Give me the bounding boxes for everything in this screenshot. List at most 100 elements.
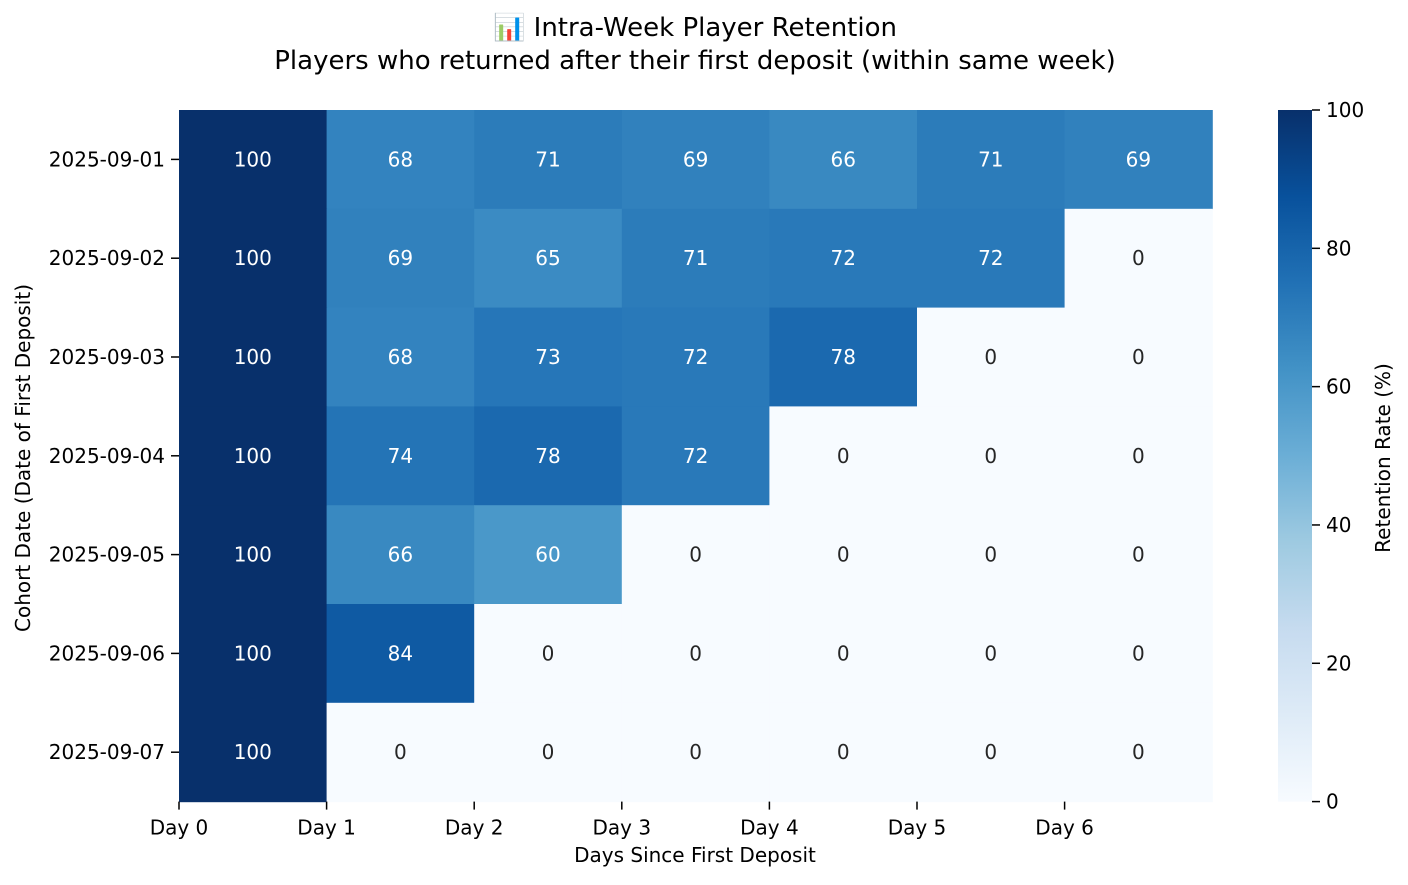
cell-value-label: 68	[388, 345, 413, 369]
colorbar-tick-label: 0	[1326, 790, 1339, 814]
y-tick-label: 2025-09-07	[49, 740, 165, 764]
heatmap-cell	[179, 702, 328, 803]
heatmap-cell	[621, 208, 770, 309]
x-tick-label: Day 5	[888, 816, 947, 840]
heatmap-cell	[179, 406, 328, 506]
cell-value-label: 0	[689, 543, 702, 567]
heatmap-cell	[326, 505, 475, 605]
heatmap-cell	[326, 110, 475, 210]
cell-value-label: 100	[234, 147, 272, 171]
cell-value-label: 71	[978, 147, 1003, 171]
cell-value-label: 0	[984, 444, 997, 468]
heatmap-cell-labels: 100 68 71 69 66 71 69 100 69 65 71 72 72 0 100 68 73 72 78…	[234, 147, 1151, 764]
cell-value-label: 0	[984, 740, 997, 764]
x-tick-label: Day 4	[740, 816, 799, 840]
cell-value-label: 72	[830, 246, 855, 270]
colorbar-tick-label: 80	[1326, 236, 1351, 260]
cell-value-label: 65	[535, 246, 560, 270]
heatmap-cell	[179, 505, 328, 605]
heatmap-cell	[326, 307, 475, 407]
x-tick-label: Day 0	[150, 816, 209, 840]
y-axis-label: Cohort Date (Date of First Deposit)	[11, 284, 35, 632]
cell-value-label: 0	[689, 740, 702, 764]
cell-value-label: 72	[978, 246, 1003, 270]
cell-value-label: 0	[984, 543, 997, 567]
cell-value-label: 71	[683, 246, 708, 270]
heatmap-cell	[917, 505, 1066, 605]
cell-value-label: 0	[837, 641, 850, 665]
cell-value-label: 69	[388, 246, 413, 270]
cell-value-label: 78	[535, 444, 560, 468]
heatmap-cell	[474, 307, 623, 407]
x-tick-label: Day 6	[1035, 816, 1094, 840]
heatmap-cell	[621, 505, 770, 605]
cell-value-label: 0	[1132, 740, 1145, 764]
heatmap-cell	[474, 505, 623, 605]
colorbar-label: Retention Rate (%)	[1371, 363, 1395, 553]
heatmap-cell	[179, 208, 328, 309]
cell-value-label: 0	[837, 740, 850, 764]
colorbar-gradient	[1278, 110, 1312, 802]
colorbar: 0 20 40 60 80 100	[1278, 98, 1364, 814]
y-tick-label: 2025-09-05	[49, 543, 165, 567]
cell-value-label: 68	[388, 147, 413, 171]
cell-value-label: 60	[535, 543, 560, 567]
cell-value-label: 0	[1132, 543, 1145, 567]
cell-value-label: 0	[394, 740, 407, 764]
heatmap-cell	[917, 406, 1066, 506]
heatmap-cell	[769, 307, 918, 407]
colorbar-tick-label: 60	[1326, 375, 1351, 399]
heatmap-cell	[917, 307, 1066, 407]
cell-value-label: 100	[234, 543, 272, 567]
heatmap-cell	[769, 505, 918, 605]
heatmap-cell	[621, 307, 770, 407]
y-tick-label: 2025-09-03	[49, 345, 165, 369]
cell-value-label: 0	[1132, 444, 1145, 468]
cell-value-label: 0	[1132, 345, 1145, 369]
heatmap-cell	[1064, 702, 1213, 803]
cell-value-label: 0	[837, 444, 850, 468]
cell-value-label: 100	[234, 740, 272, 764]
cell-value-label: 0	[1132, 641, 1145, 665]
y-tick-label: 2025-09-06	[49, 641, 165, 665]
heatmap-cells	[179, 110, 1213, 803]
cell-value-label: 100	[234, 641, 272, 665]
heatmap-cell	[769, 208, 918, 309]
cell-value-label: 0	[689, 641, 702, 665]
heatmap-cell	[1064, 505, 1213, 605]
colorbar-tick-label: 40	[1326, 513, 1351, 537]
heatmap-cell	[769, 406, 918, 506]
colorbar-tick-label: 100	[1326, 98, 1364, 122]
heatmap-cell	[179, 110, 328, 210]
y-tick-label: 2025-09-04	[49, 444, 165, 468]
cell-value-label: 100	[234, 345, 272, 369]
x-axis-label: Days Since First Deposit	[574, 843, 816, 867]
cell-value-label: 69	[1126, 147, 1151, 171]
cell-value-label: 0	[984, 641, 997, 665]
x-tick-label: Day 2	[445, 816, 504, 840]
heatmap-cell	[474, 406, 623, 506]
cell-value-label: 100	[234, 444, 272, 468]
heatmap-cell	[769, 604, 918, 704]
cell-value-label: 0	[837, 543, 850, 567]
heatmap-cell	[474, 702, 623, 803]
heatmap-cell	[1064, 110, 1213, 210]
cell-value-label: 72	[683, 345, 708, 369]
cell-value-label: 74	[388, 444, 413, 468]
heatmap-cell	[621, 604, 770, 704]
heatmap-cell	[179, 307, 328, 407]
heatmap-axes: Day 0 Day 1 Day 2 Day 3 Day 4 Day 5 Day 6 2025-…	[49, 147, 1094, 839]
chart-subtitle: Players who returned after their first d…	[274, 46, 1116, 76]
cell-value-label: 0	[542, 641, 555, 665]
y-tick-label: 2025-09-02	[49, 246, 165, 270]
cell-value-label: 0	[1132, 246, 1145, 270]
heatmap-cell	[1064, 406, 1213, 506]
cell-value-label: 100	[234, 246, 272, 270]
heatmap-cell	[474, 604, 623, 704]
heatmap-cell	[621, 702, 770, 803]
heatmap-cell	[917, 604, 1066, 704]
colorbar-tick-label: 20	[1326, 651, 1351, 675]
heatmap-cell	[621, 406, 770, 506]
